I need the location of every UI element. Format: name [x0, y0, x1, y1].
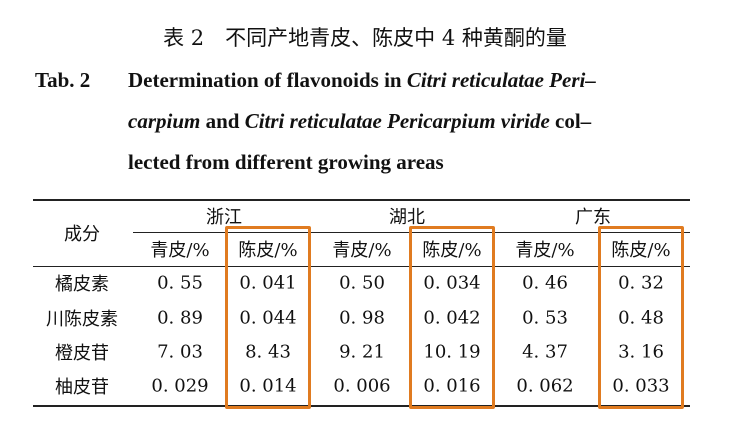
value-cell: 0. 53	[522, 307, 568, 329]
caption-segment: and	[200, 109, 245, 133]
sub-header: 陈皮/%	[238, 240, 298, 261]
highlight-box	[598, 226, 684, 409]
value-cell: 8. 43	[245, 341, 291, 363]
caption-line: lected from different growing areas	[128, 150, 444, 175]
value-cell: 0. 98	[339, 307, 385, 329]
row-header: 橙皮苷	[55, 343, 109, 364]
caption-segment: lected from different growing areas	[128, 150, 444, 174]
caption-segment: Citri reticulatae Peri–	[406, 68, 596, 92]
bottom-rule	[33, 405, 690, 407]
group-header: 湖北	[389, 207, 425, 228]
top-rule	[33, 199, 690, 201]
value-cell: 3. 16	[618, 341, 664, 363]
sub-header: 陈皮/%	[611, 240, 671, 261]
table-title: 表 2 不同产地青皮、陈皮中 4 种黄酮的量	[163, 26, 567, 50]
header-rule	[33, 266, 690, 267]
value-cell: 0. 50	[339, 272, 385, 294]
value-cell: 0. 016	[423, 375, 481, 397]
caption-segment: Citri reticulatae Pericarpium viride	[244, 109, 550, 133]
row-header: 川陈皮素	[46, 309, 118, 330]
caption-segment: col–	[549, 109, 592, 133]
value-cell: 0. 48	[618, 307, 664, 329]
value-cell: 0. 044	[239, 307, 297, 329]
value-cell: 4. 37	[522, 341, 568, 363]
value-cell: 0. 014	[239, 375, 297, 397]
highlight-box	[409, 226, 495, 409]
row-header: 柚皮苷	[55, 377, 109, 398]
sub-header: 陈皮/%	[422, 240, 482, 261]
sub-header: 青皮/%	[332, 240, 392, 261]
value-cell: 0. 55	[157, 272, 203, 294]
value-cell: 0. 32	[618, 272, 664, 294]
value-cell: 0. 062	[516, 375, 574, 397]
caption-line: Determination of flavonoids in Citri ret…	[128, 68, 596, 93]
value-cell: 0. 034	[423, 272, 481, 294]
value-cell: 0. 006	[333, 375, 391, 397]
caption-segment: carpium	[128, 109, 201, 133]
value-cell: 10. 19	[423, 341, 481, 363]
group-header: 浙江	[206, 207, 242, 228]
value-cell: 0. 89	[157, 307, 203, 329]
value-cell: 9. 21	[339, 341, 385, 363]
corner-header: 成分	[64, 224, 100, 245]
caption-line: carpium and Citri reticulatae Pericarpiu…	[128, 109, 591, 134]
sub-header: 青皮/%	[515, 240, 575, 261]
value-cell: 0. 041	[239, 272, 297, 294]
value-cell: 0. 042	[423, 307, 481, 329]
highlight-box	[225, 226, 311, 409]
group-header: 广东	[575, 207, 611, 228]
table-label: Tab. 2	[35, 68, 91, 92]
value-cell: 0. 029	[151, 375, 209, 397]
value-cell: 0. 46	[522, 272, 568, 294]
value-cell: 7. 03	[157, 341, 203, 363]
value-cell: 0. 033	[612, 375, 670, 397]
row-header: 橘皮素	[55, 274, 109, 295]
caption-segment: Determination of flavonoids in	[128, 68, 407, 92]
sub-header: 青皮/%	[150, 240, 210, 261]
